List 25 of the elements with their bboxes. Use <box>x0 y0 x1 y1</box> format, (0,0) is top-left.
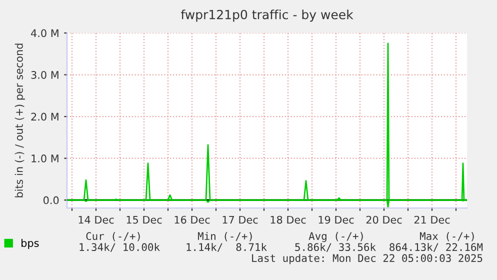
text: Max (-/+) <box>420 232 474 242</box>
text: Min (-/+) <box>198 232 252 242</box>
y-tick-label: 1.0 M <box>32 154 58 162</box>
x-tick-label: 16 Dec <box>174 216 210 224</box>
x-tick-label: 20 Dec <box>366 216 402 224</box>
y-axis-title: bits in (-) / out (+) per second <box>14 44 25 198</box>
text: 1.14k/ 8.71k <box>186 242 267 252</box>
y-tick-label: 2.0 M <box>31 112 58 121</box>
text: 864.13k/ 22.16M <box>390 242 483 252</box>
x-tick-label: 15 Dec <box>126 216 162 224</box>
y-tick-label: 0.0 <box>43 196 59 204</box>
legend-label: bps <box>22 238 39 249</box>
x-tick-label: 18 Dec <box>270 216 306 224</box>
x-tick-label: 21 Dec <box>414 216 450 224</box>
text: 1.34k/ 10.00k <box>80 242 160 252</box>
text: Cur (-/+) <box>86 232 140 242</box>
text: 5.86k/ 33.56k <box>295 242 376 252</box>
y-tick-label: 3.0 M <box>31 70 58 79</box>
x-tick-label: 19 Dec <box>318 216 354 224</box>
chart-title: fwpr121p0 traffic - by week <box>180 10 354 22</box>
text: Last update: Mon Dec 22 05:00:03 2025 <box>252 254 482 264</box>
text: Avg (-/+) <box>308 232 363 242</box>
y-tick-label: 4.0 M <box>31 29 58 38</box>
x-tick-label: 14 Dec <box>78 216 114 224</box>
x-tick-label: 17 Dec <box>222 216 258 224</box>
